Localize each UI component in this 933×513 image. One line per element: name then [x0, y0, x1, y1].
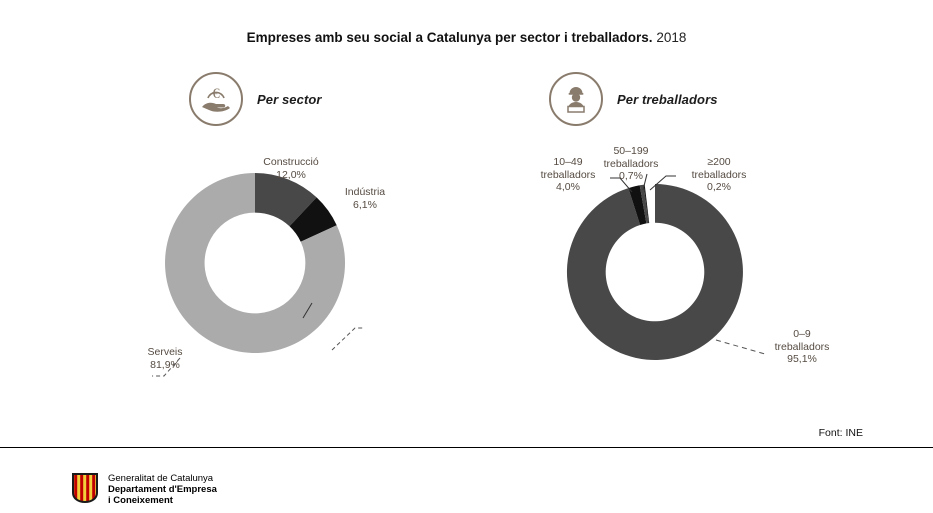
- slice-label-construccio: Construcció 12,0%: [236, 156, 346, 181]
- slice-label-200-range: ≥200: [707, 156, 731, 168]
- slice-label-industria-name: Indústria: [344, 186, 386, 198]
- catalunya-shield-icon: [72, 473, 98, 504]
- slice-label-0-9: 0–9 treballadors 95,1%: [760, 328, 844, 366]
- leader-line-serveis: [152, 357, 181, 377]
- slice-label-50-199-range: 50–199: [613, 145, 649, 157]
- svg-text:€: €: [212, 86, 220, 102]
- slice-label-50-199-unit: treballadors: [603, 157, 659, 170]
- slice-label-0-9-unit: treballadors: [774, 340, 830, 353]
- panel-caption-per-treballadors: Per treballadors: [617, 91, 718, 107]
- slice-serveis: [165, 173, 346, 353]
- slice-label-construccio-name: Construcció: [263, 156, 319, 168]
- slice-label-50-199-pct: 0,7%: [619, 170, 643, 182]
- slice-label-10-49-pct: 4,0%: [556, 181, 580, 193]
- slice-label-10-49-range: 10–49: [553, 156, 583, 168]
- donut-chart-per-treballadors: [480, 140, 900, 390]
- leader-line-10-49: [610, 177, 633, 193]
- logo-line-departament: Departament d'Empresa: [108, 484, 217, 496]
- generalitat-logo: Generalitat de Catalunya Departament d'E…: [70, 472, 217, 507]
- leader-line-200: [649, 175, 676, 191]
- slice-label-200-unit: treballadors: [691, 168, 747, 181]
- panel-header-per-sector: € Per sector: [189, 72, 322, 126]
- source-note: Font: INE: [818, 427, 863, 439]
- footer-divider: [0, 447, 933, 448]
- logo-line-coneixement: i Coneixement: [108, 495, 173, 507]
- slice-label-200: ≥200 treballadors 0,2%: [673, 156, 765, 194]
- donut-chart-per-sector: [60, 140, 480, 390]
- slice-construccio: [255, 173, 317, 227]
- logo-line-generalitat: Generalitat de Catalunya: [108, 473, 214, 484]
- slice-label-construccio-pct: 12,0%: [276, 168, 306, 181]
- slice-label-serveis-name: Serveis: [147, 346, 183, 358]
- slice-label-industria: Indústria 6,1%: [320, 186, 410, 211]
- slice-label-serveis-pct: 81,9%: [150, 358, 180, 371]
- slice-label-0-9-pct: 95,1%: [787, 353, 817, 365]
- hand-holding-euro-icon: €: [189, 72, 243, 126]
- slice-label-50-199: 50–199 treballadors 0,7%: [592, 145, 670, 183]
- leader-line-0-9: [715, 339, 766, 355]
- slice-200: [643, 184, 650, 224]
- page-title-year: 2018: [656, 30, 687, 45]
- slice-label-serveis: Serveis 81,9%: [130, 346, 200, 371]
- slice-label-industria-pct: 6,1%: [353, 198, 377, 211]
- slice-10-49: [628, 185, 647, 225]
- leader-line-construccio: [302, 302, 313, 319]
- panel-caption-per-sector: Per sector: [257, 91, 322, 107]
- slice-label-0-9-range: 0–9: [793, 328, 811, 340]
- page-title: Empreses amb seu social a Catalunya per …: [0, 30, 933, 46]
- panel-header-per-treballadors: Per treballadors: [549, 72, 718, 126]
- slice-50-199: [639, 184, 649, 224]
- leader-line-industria: [331, 327, 365, 351]
- leader-line-50-199: [642, 173, 648, 191]
- slice-0-9: [566, 184, 743, 360]
- worker-person-icon: [549, 72, 603, 126]
- slice-industria: [289, 197, 337, 242]
- slice-label-10-49: 10–49 treballadors 4,0%: [524, 156, 612, 194]
- slice-label-10-49-unit: treballadors: [540, 168, 596, 181]
- page-title-main: Empreses amb seu social a Catalunya per …: [246, 30, 653, 45]
- generalitat-logo-text: Generalitat de Catalunya Departament d'E…: [108, 472, 217, 507]
- slice-label-200-pct: 0,2%: [707, 181, 731, 193]
